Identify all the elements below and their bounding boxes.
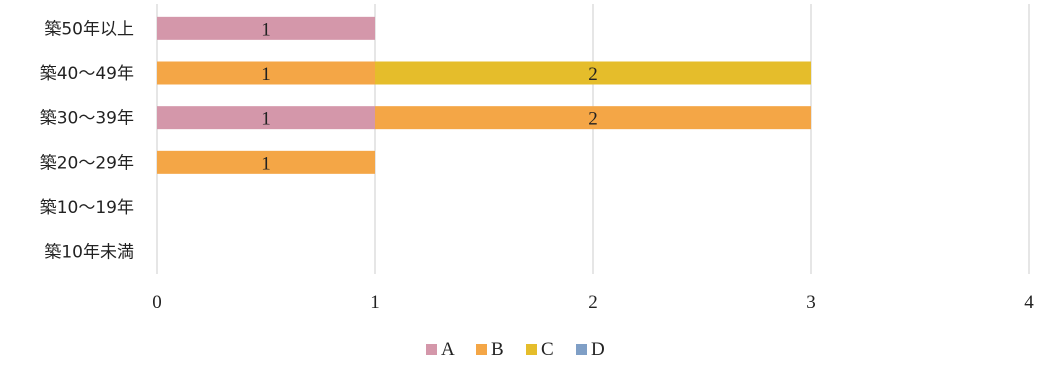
data-label: 2 [588,64,598,85]
data-label: 1 [261,19,271,40]
data-label: 1 [261,153,271,174]
bar-C-1 [375,61,811,85]
data-label: 2 [588,109,598,130]
category-label: 築50年以上 [44,19,134,39]
x-tick-label: 0 [152,292,162,313]
legend-swatch-D [576,344,587,355]
legend-label: B [491,339,504,360]
data-label: 1 [261,64,271,85]
legend-label: D [591,339,605,360]
data-labels: 1 1 2 1 2 1 [261,19,598,174]
bar-B-1 [157,61,375,85]
legend-swatch-C [526,344,537,355]
data-label: 1 [261,109,271,130]
x-tick-label: 1 [370,292,380,313]
gridlines [156,4,1030,274]
legend-swatch-B [476,344,487,355]
legend-swatch-A [426,344,437,355]
legend-label: A [441,339,455,360]
bar-B-2 [375,106,811,130]
category-label: 築10年未満 [44,243,134,263]
bar-A-2 [157,106,375,130]
x-tick-label: 4 [1024,292,1034,313]
category-label: 築10～19年 [40,198,134,218]
x-tick-label: 2 [588,292,598,313]
category-label: 築30～39年 [40,109,134,129]
x-axis-tick-labels: 0 1 2 3 4 [152,292,1034,313]
category-label: 築40～49年 [40,64,134,84]
bar-B-3 [157,150,375,174]
x-tick-label: 3 [806,292,816,313]
category-label: 築20～29年 [40,153,134,173]
legend-label: C [541,339,554,360]
bar-A-0 [157,16,375,40]
bars [157,16,811,174]
legend: A B C D [426,339,605,360]
